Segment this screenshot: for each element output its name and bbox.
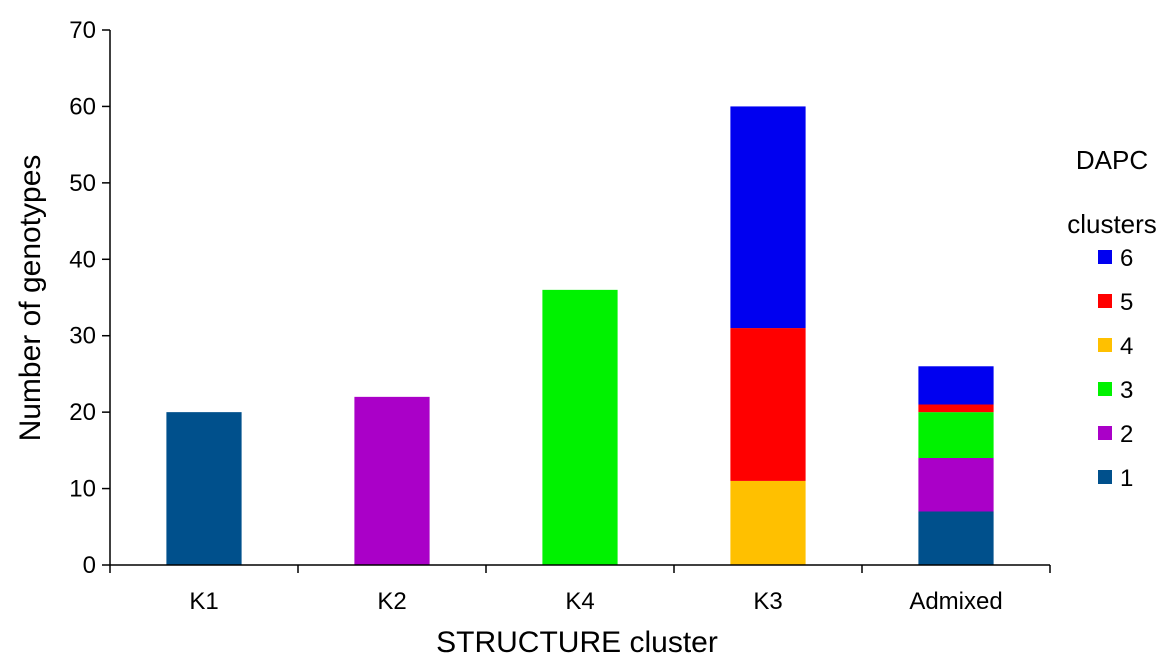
legend-label-6: 6 xyxy=(1120,245,1133,272)
legend-label-4: 4 xyxy=(1120,333,1133,360)
x-tick-label: K3 xyxy=(753,588,782,615)
bar-segment-k2-cluster-2 xyxy=(354,396,430,565)
y-tick-label: 0 xyxy=(83,552,96,579)
legend-items: 6 5 4 3 2 1 xyxy=(1098,245,1133,492)
y-axis: 0 10 20 30 40 50 60 70 xyxy=(69,17,111,579)
y-tick-label: 30 xyxy=(69,323,96,350)
legend-swatch-3 xyxy=(1098,382,1112,396)
bar-segment-k3-cluster-6 xyxy=(730,106,806,329)
legend-label-5: 5 xyxy=(1120,289,1133,316)
bar-segment-k3-cluster-5 xyxy=(730,328,806,481)
legend-title-line-2: clusters xyxy=(1067,209,1157,239)
y-axis-title: Number of genotypes xyxy=(14,155,47,442)
legend-swatch-4 xyxy=(1098,338,1112,352)
bar-segment-k1-cluster-1 xyxy=(166,412,242,565)
bars-group xyxy=(166,106,994,565)
legend-label-1: 1 xyxy=(1120,465,1133,492)
legend-title-line-1: DAPC xyxy=(1076,145,1148,175)
bar-segment-k3-cluster-4 xyxy=(730,480,806,565)
x-axis: K1 K2 K4 K3 Admixed xyxy=(109,564,1051,615)
y-tick-label: 20 xyxy=(69,399,96,426)
legend-label-3: 3 xyxy=(1120,377,1133,404)
legend-swatch-1 xyxy=(1098,470,1112,484)
bar-segment-admixed-cluster-2 xyxy=(918,458,994,512)
x-tick-label: K2 xyxy=(377,588,406,615)
bar-segment-admixed-cluster-6 xyxy=(918,366,994,405)
y-tick-label: 50 xyxy=(69,170,96,197)
bar-segment-admixed-cluster-5 xyxy=(918,404,994,413)
legend-swatch-5 xyxy=(1098,294,1112,308)
bar-segment-k4-cluster-3 xyxy=(542,289,618,565)
bar-segment-admixed-cluster-1 xyxy=(918,511,994,565)
x-tick-label: Admixed xyxy=(909,588,1002,615)
y-tick-label: 10 xyxy=(69,476,96,503)
legend: DAPC clusters 6 5 4 3 2 1 xyxy=(1067,145,1157,492)
y-tick-label: 40 xyxy=(69,246,96,273)
x-tick-label: K1 xyxy=(189,588,218,615)
legend-label-2: 2 xyxy=(1120,421,1133,448)
x-tick-label: K4 xyxy=(565,588,594,615)
y-tick-label: 60 xyxy=(69,93,96,120)
y-tick-label: 70 xyxy=(69,17,96,44)
legend-swatch-6 xyxy=(1098,250,1112,264)
x-axis-title: STRUCTURE cluster xyxy=(436,626,718,659)
bar-segment-admixed-cluster-3 xyxy=(918,412,994,458)
legend-swatch-2 xyxy=(1098,426,1112,440)
